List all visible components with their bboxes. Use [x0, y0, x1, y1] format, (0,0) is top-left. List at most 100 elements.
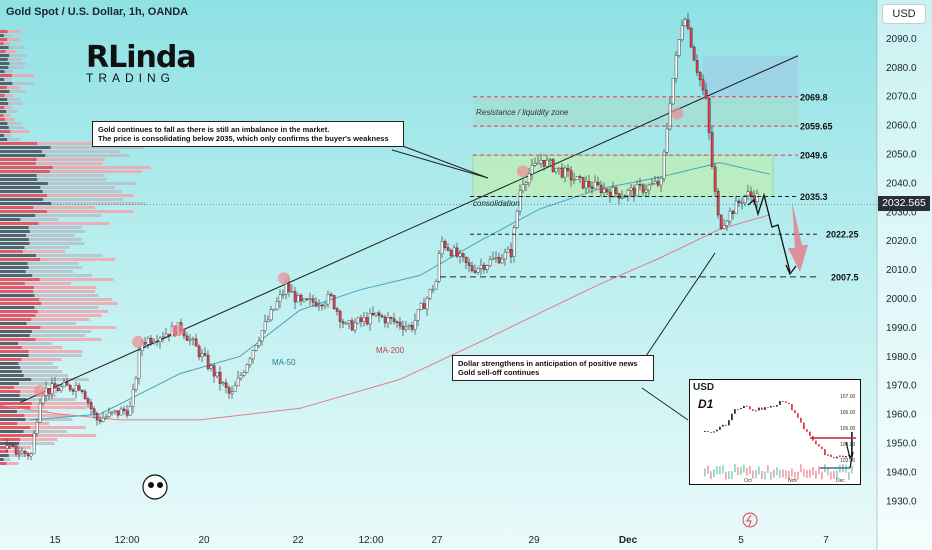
- inset-volume-bar: [848, 471, 850, 480]
- candle-body: [83, 391, 87, 400]
- volume-profile-bar-core: [0, 90, 10, 93]
- candle-body: [23, 450, 27, 454]
- logo-line2: TRADING: [86, 71, 175, 85]
- candle-body: [347, 320, 351, 324]
- inset-title: USD: [693, 382, 715, 393]
- volume-profile-bar: [0, 110, 18, 113]
- currency-button[interactable]: USD: [882, 4, 926, 24]
- candle-body: [314, 302, 318, 307]
- candle-body: [278, 294, 282, 303]
- candle-body: [350, 320, 354, 331]
- candle-body: [485, 265, 489, 270]
- candle-body: [716, 190, 720, 216]
- candle-body: [251, 350, 255, 360]
- volume-profile-bar-core: [0, 342, 18, 345]
- candle-body: [218, 371, 222, 384]
- inset-volume-bar: [737, 467, 739, 476]
- candle-body: [107, 412, 111, 417]
- volume-profile-bar: [0, 234, 75, 237]
- candle-body: [587, 180, 591, 188]
- note-top-text: Gold continues to fall as there is still…: [98, 125, 389, 143]
- volume-profile-bar: [0, 314, 102, 317]
- inset-candle: [830, 454, 832, 458]
- projection-arrowhead: [785, 264, 797, 276]
- volume-profile-bar-core: [0, 114, 4, 117]
- volume-profile-bar: [0, 402, 91, 405]
- touch-marker: [172, 324, 184, 337]
- symbol-title[interactable]: Gold Spot / U.S. Dollar, 1h, OANDA: [6, 6, 189, 18]
- inset-x-tick: Nov: [788, 478, 797, 484]
- volume-profile-bar: [0, 38, 21, 41]
- candle-body: [503, 251, 507, 260]
- volume-profile-bar: [0, 86, 20, 89]
- logo-line1: RLinda: [86, 40, 197, 75]
- candle-body: [161, 336, 165, 339]
- volume-profile-bar-core: [0, 58, 8, 61]
- inset-candle: [821, 446, 823, 450]
- volume-profile-bar: [0, 374, 69, 377]
- y-tick-label: 2030.0: [886, 207, 917, 218]
- inset-candle: [797, 413, 799, 418]
- projection-path: [747, 192, 791, 273]
- volume-profile-bar-core: [0, 454, 9, 457]
- y-tick-label: 1970.0: [886, 381, 917, 392]
- inset-candle: [800, 417, 802, 423]
- y-tick-label: 2050.0: [886, 150, 917, 161]
- candle-body: [86, 398, 90, 403]
- candle-body: [632, 187, 636, 196]
- x-tick-label: Dec: [619, 535, 638, 546]
- inset-y-tick: 106.00: [840, 410, 856, 416]
- volume-profile-bar-core: [0, 302, 42, 305]
- volume-profile-bar: [0, 310, 108, 313]
- inset-volume-bar: [764, 471, 766, 480]
- volume-profile-bar: [0, 346, 62, 349]
- volume-profile-bar: [0, 318, 90, 321]
- volume-profile-bar: [0, 438, 58, 441]
- candle-body: [29, 453, 33, 457]
- volume-profile-bar-core: [0, 286, 34, 289]
- candle-body: [389, 317, 393, 319]
- volume-profile-bar: [0, 434, 97, 437]
- candle-body: [659, 177, 663, 186]
- candle-body: [248, 358, 252, 365]
- volume-profile-bar: [0, 350, 83, 353]
- volume-profile-bar: [0, 42, 11, 45]
- inset-volume-bar: [785, 470, 787, 479]
- candle-body: [665, 128, 669, 153]
- candle-body: [680, 25, 684, 40]
- volume-profile-bar: [0, 142, 106, 145]
- inset-volume-bar: [761, 471, 763, 480]
- candle-body: [536, 162, 540, 165]
- volume-profile-bar: [0, 182, 137, 185]
- candle-body: [53, 383, 57, 389]
- inset-volume-bar: [800, 464, 802, 473]
- volume-profile-bar-core: [0, 374, 24, 377]
- inset-volume-bar: [836, 470, 838, 479]
- inset-volume-bar: [746, 467, 748, 476]
- candle-body: [386, 317, 390, 324]
- inset-volume-bar: [722, 465, 724, 474]
- mascot-head: [142, 474, 168, 500]
- candle-body: [719, 214, 723, 229]
- candle-body: [284, 283, 288, 295]
- volume-profile-bar-core: [0, 170, 50, 173]
- candle-body: [338, 311, 342, 322]
- inset-candle: [836, 456, 838, 459]
- volume-profile-bar: [0, 298, 112, 301]
- candle-body: [104, 416, 108, 419]
- y-tick-label: 1930.0: [886, 496, 917, 507]
- candle-body: [443, 240, 447, 248]
- volume-profile-bar-core: [0, 226, 29, 229]
- candle-body: [215, 371, 219, 377]
- candle-body: [203, 353, 207, 356]
- candle-body: [281, 293, 285, 296]
- inset-candle: [707, 431, 709, 432]
- volume-profile-bar: [0, 338, 102, 341]
- volume-profile-bar: [0, 118, 15, 121]
- candle-body: [377, 312, 381, 317]
- inset-x-tick: Dec: [836, 478, 845, 484]
- inset-candle: [710, 432, 712, 433]
- volume-profile-bar-core: [0, 326, 41, 329]
- candle-body: [458, 253, 462, 257]
